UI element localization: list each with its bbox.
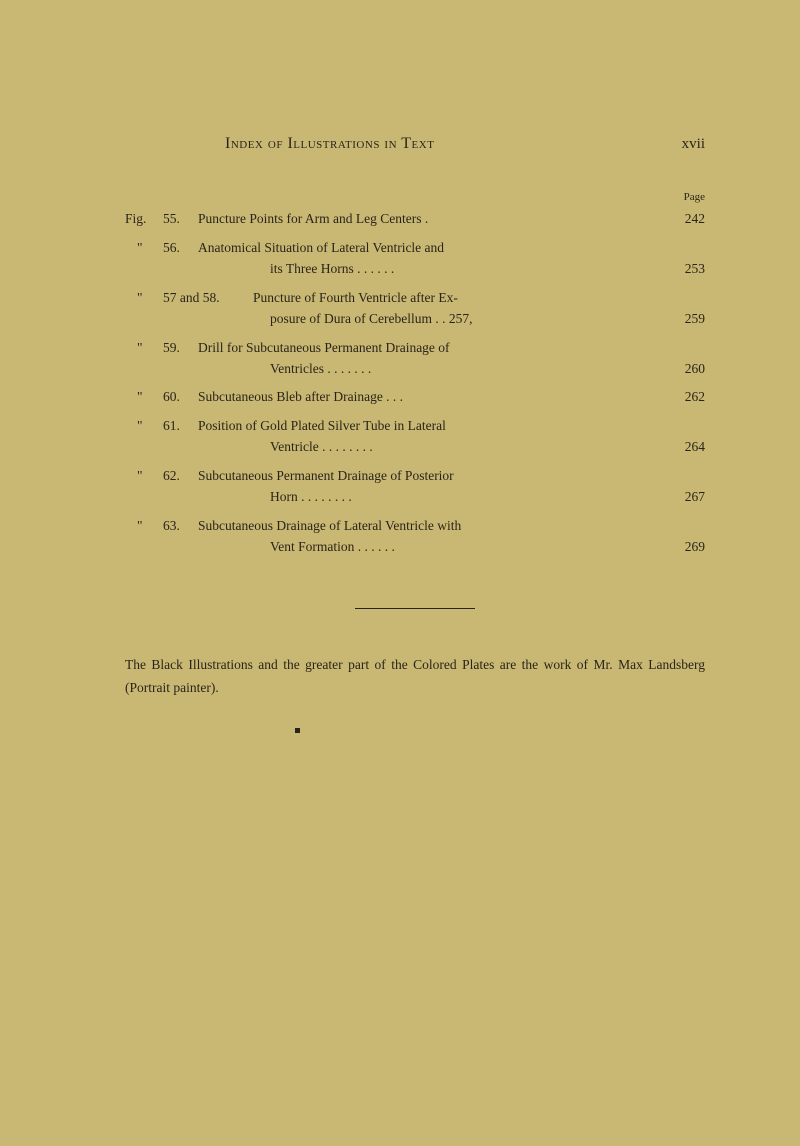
- index-entry: " 63. Subcutaneous Drainage of Lateral V…: [125, 516, 705, 558]
- section-divider: [355, 608, 475, 609]
- item-number: 59.: [163, 338, 198, 359]
- index-entry: " 60. Subcutaneous Bleb after Drainage .…: [125, 387, 705, 408]
- item-number: 57 and 58.: [163, 288, 253, 309]
- item-text: Puncture Points for Arm and Leg Centers …: [198, 209, 655, 230]
- item-text: Subcutaneous Permanent Drainage of Poste…: [198, 466, 655, 487]
- item-continuation: Vent Formation . . . . . .: [270, 537, 655, 558]
- item-number: 56.: [163, 238, 198, 259]
- item-text: Puncture of Fourth Ventricle after Ex-: [253, 288, 655, 309]
- page-header: Index of Illustrations in Text xvii: [125, 135, 705, 153]
- item-text: Anatomical Situation of Lateral Ventricl…: [198, 238, 655, 259]
- item-text: Subcutaneous Drainage of Lateral Ventric…: [198, 516, 655, 537]
- ditto-mark: ": [125, 238, 163, 259]
- ditto-mark: ": [125, 416, 163, 437]
- footnote-text: The Black Illustrations and the greater …: [125, 654, 705, 700]
- item-number: 61.: [163, 416, 198, 437]
- ditto-mark: ": [125, 466, 163, 487]
- item-page: 262: [655, 387, 705, 408]
- index-entry: " 57 and 58. Puncture of Fourth Ventricl…: [125, 288, 705, 330]
- ditto-mark: ": [125, 387, 163, 408]
- index-entry: " 62. Subcutaneous Permanent Drainage of…: [125, 466, 705, 508]
- ditto-mark: ": [125, 516, 163, 537]
- item-number: 55.: [163, 209, 198, 230]
- item-continuation: posure of Dura of Cerebellum . . 257,: [270, 309, 655, 330]
- ditto-mark: ": [125, 288, 163, 309]
- index-entry: " 59. Drill for Subcutaneous Permanent D…: [125, 338, 705, 380]
- item-text: Position of Gold Plated Silver Tube in L…: [198, 416, 655, 437]
- item-continuation: Horn . . . . . . . .: [270, 487, 655, 508]
- page-column-label: Page: [125, 191, 705, 203]
- index-entry: " 61. Position of Gold Plated Silver Tub…: [125, 416, 705, 458]
- item-number: 62.: [163, 466, 198, 487]
- item-continuation: Ventricle . . . . . . . .: [270, 437, 655, 458]
- item-page: 242: [655, 209, 705, 230]
- decorative-dot: [295, 728, 300, 733]
- item-page: 264: [655, 437, 705, 458]
- item-text: Subcutaneous Bleb after Drainage . . .: [198, 387, 655, 408]
- item-continuation: Ventricles . . . . . . .: [270, 359, 655, 380]
- item-page: 260: [655, 359, 705, 380]
- item-text: Drill for Subcutaneous Permanent Drainag…: [198, 338, 655, 359]
- item-page: 259: [655, 309, 705, 330]
- header-title: Index of Illustrations in Text: [225, 135, 434, 153]
- item-continuation: its Three Horns . . . . . .: [270, 259, 655, 280]
- item-page: 267: [655, 487, 705, 508]
- ditto-mark: ": [125, 338, 163, 359]
- item-page: 253: [655, 259, 705, 280]
- header-roman-page: xvii: [682, 136, 705, 153]
- item-number: 60.: [163, 387, 198, 408]
- item-page: 269: [655, 537, 705, 558]
- item-number: 63.: [163, 516, 198, 537]
- index-entry: " 56. Anatomical Situation of Lateral Ve…: [125, 238, 705, 280]
- index-entry: Fig. 55. Puncture Points for Arm and Leg…: [125, 209, 705, 230]
- fig-label: Fig.: [125, 209, 163, 230]
